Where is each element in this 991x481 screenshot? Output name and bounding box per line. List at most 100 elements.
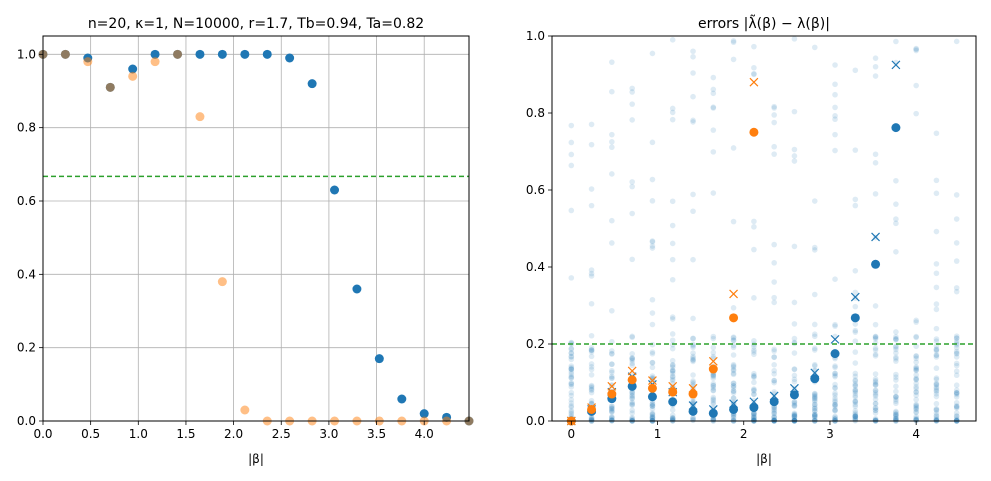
background-point — [953, 404, 960, 410]
circle-marker — [587, 404, 597, 414]
background-point — [791, 402, 798, 409]
background-point — [852, 327, 859, 334]
background-point — [690, 415, 696, 422]
background-point — [893, 411, 899, 417]
background-point — [872, 382, 879, 388]
left-chart: 0.0 0.5 1.0 1.5 2.0 2.5 3.0 3.5 4.0 0.0 0.2 0.4 0.6… — [17, 16, 474, 466]
background-point — [730, 395, 737, 402]
background-point — [852, 202, 859, 209]
background-point — [913, 409, 919, 416]
background-point — [933, 306, 940, 313]
background-point — [852, 147, 859, 153]
background-point — [811, 413, 818, 419]
background-point — [669, 316, 676, 322]
background-point — [953, 394, 960, 400]
circle-marker — [240, 49, 250, 59]
background-point — [811, 391, 818, 397]
background-point — [913, 376, 919, 383]
background-point — [893, 413, 899, 419]
background-point — [913, 388, 919, 395]
background-point — [771, 404, 777, 411]
background-point — [811, 390, 818, 397]
background-point — [669, 412, 676, 419]
background-point — [649, 403, 656, 409]
x-tick-label: 3.5 — [367, 427, 386, 441]
background-point — [568, 384, 575, 390]
background-point — [588, 121, 595, 128]
background-point — [811, 405, 818, 412]
background-point — [669, 105, 676, 112]
background-point — [588, 400, 595, 406]
background-point — [913, 408, 919, 415]
background-point — [690, 335, 696, 342]
background-point — [629, 407, 635, 414]
background-point — [710, 104, 717, 110]
background-point — [933, 400, 940, 407]
background-point — [832, 403, 838, 410]
background-point — [872, 334, 879, 341]
background-point — [730, 344, 737, 351]
background-point — [690, 335, 696, 342]
background-point — [953, 413, 960, 420]
background-point — [690, 315, 696, 322]
background-point — [852, 390, 859, 396]
background-point — [913, 367, 919, 373]
background-point — [852, 378, 859, 384]
right-markers — [566, 60, 901, 426]
background-point — [933, 410, 940, 416]
background-point — [771, 362, 777, 368]
background-point — [710, 396, 717, 402]
background-point — [609, 171, 615, 177]
background-point — [852, 386, 859, 393]
background-point — [852, 411, 859, 418]
background-point — [730, 363, 737, 369]
background-point — [629, 357, 635, 364]
background-point — [649, 400, 656, 407]
background-point — [690, 417, 696, 424]
background-point — [872, 63, 879, 70]
background-point — [913, 405, 919, 412]
background-point — [893, 346, 899, 353]
background-point — [690, 379, 696, 386]
background-point — [669, 37, 676, 43]
x-marker — [830, 334, 840, 344]
background-point — [588, 366, 595, 373]
background-point — [913, 402, 919, 409]
background-point — [933, 415, 940, 422]
background-point — [771, 367, 777, 374]
background-point — [690, 399, 696, 405]
x-tick-label: 1.5 — [176, 427, 195, 441]
background-point — [872, 55, 879, 61]
background-point — [710, 74, 717, 81]
background-point — [791, 372, 798, 379]
x-marker — [749, 397, 759, 407]
background-point — [588, 364, 595, 370]
background-point — [730, 389, 737, 396]
background-point — [832, 373, 838, 380]
background-point — [893, 415, 899, 422]
background-point — [933, 388, 940, 395]
background-point — [710, 344, 717, 351]
x-marker — [769, 391, 779, 401]
background-point — [852, 373, 859, 380]
right-chart-title: errors |λ̃(β) − λ(β)| — [698, 14, 830, 32]
background-point — [953, 403, 960, 410]
background-point — [730, 145, 737, 151]
background-point — [852, 377, 859, 383]
background-point — [832, 276, 838, 282]
background-point — [872, 303, 879, 309]
background-point — [751, 338, 757, 344]
background-point — [913, 396, 919, 403]
background-point — [669, 345, 676, 352]
background-point — [872, 160, 879, 166]
background-point — [649, 414, 656, 420]
background-point — [609, 405, 615, 412]
background-point — [710, 401, 717, 407]
background-point — [852, 413, 859, 420]
background-point — [649, 376, 656, 382]
background-point — [893, 216, 899, 222]
background-point — [953, 348, 960, 355]
background-point — [771, 407, 777, 413]
background-point — [690, 341, 696, 348]
background-point — [751, 414, 757, 421]
